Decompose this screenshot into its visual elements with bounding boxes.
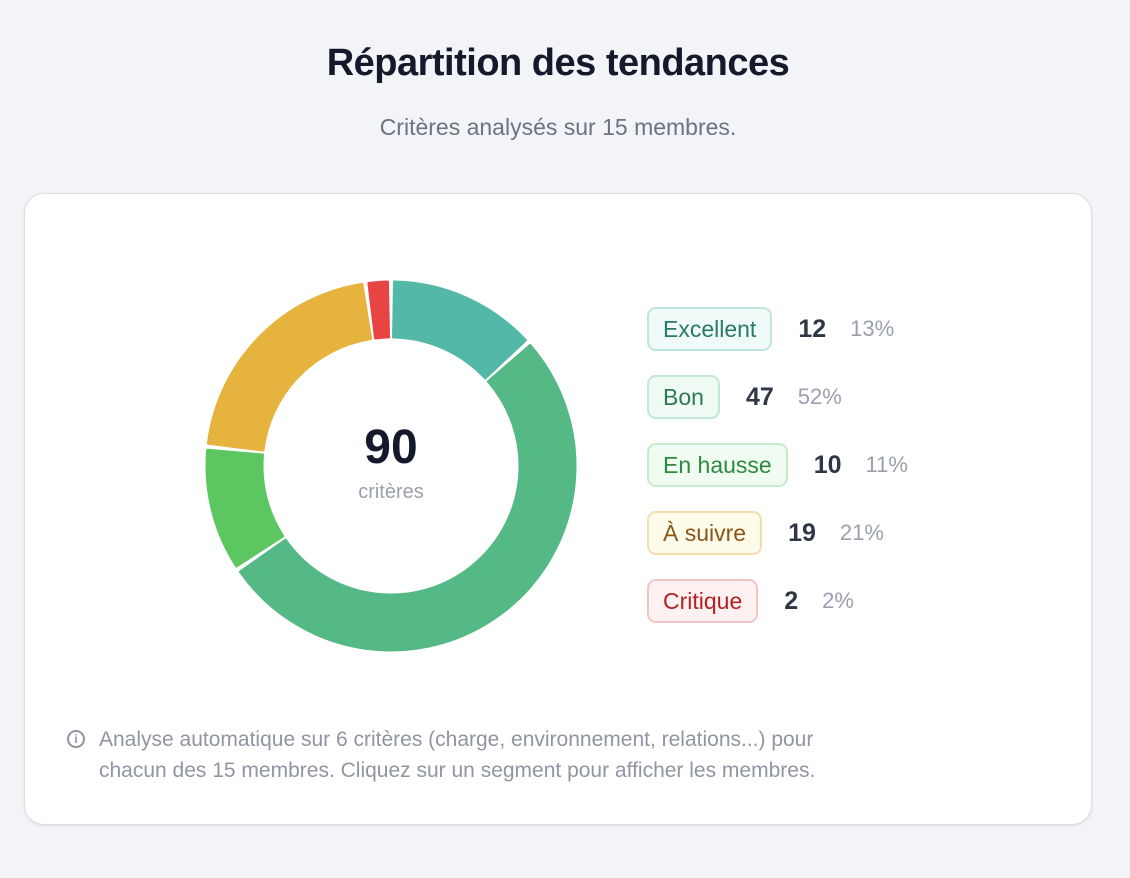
info-note: i Analyse automatique sur 6 critères (ch… xyxy=(67,724,815,786)
legend-percent: 13% xyxy=(850,316,895,341)
legend-count: 47 xyxy=(745,382,774,411)
legend-count: 10 xyxy=(813,450,842,479)
donut-segment-excellent[interactable] xyxy=(391,280,527,380)
donut-segment--suivre[interactable] xyxy=(206,282,373,452)
donut-segment-critique[interactable] xyxy=(367,280,391,340)
legend-count: 2 xyxy=(784,586,799,615)
info-icon: i xyxy=(67,730,85,748)
legend-item: Excellent 12 13% xyxy=(647,305,908,353)
donut-segment-en-hausse[interactable] xyxy=(205,448,285,568)
note-text-2: chacun des 15 membres. Cliquez sur un se… xyxy=(99,759,816,782)
donut-segment-bon[interactable] xyxy=(238,344,577,652)
legend-badge[interactable]: Excellent xyxy=(647,307,773,351)
legend-item: À suivre 19 21% xyxy=(647,509,908,557)
total-count: 90 xyxy=(364,421,418,474)
legend-badge[interactable]: Critique xyxy=(647,579,759,623)
donut-chart xyxy=(205,280,577,652)
page-subtitle: Critères analysés sur 15 membres. xyxy=(379,114,737,140)
legend-count: 19 xyxy=(788,518,816,547)
legend-percent: 21% xyxy=(839,520,884,545)
legend-item: Bon 47 52% xyxy=(647,373,908,421)
legend-percent: 52% xyxy=(797,384,842,409)
note-text: Analyse automatique sur 6 critères (char… xyxy=(99,728,814,751)
legend-badge[interactable]: En hausse xyxy=(647,443,788,487)
legend-percent: 2% xyxy=(822,588,854,613)
chart-card: 90 critères Excellent 12 13% Bon 47 52% En hau… xyxy=(24,193,1092,825)
legend-percent: 11% xyxy=(865,452,908,477)
legend-badge[interactable]: Bon xyxy=(647,375,720,419)
legend-item: En hausse 10 11% xyxy=(647,441,908,489)
legend-badge[interactable]: À suivre xyxy=(647,511,763,555)
legend: Excellent 12 13% Bon 47 52% En hausse 10 11% À su… xyxy=(647,305,908,645)
legend-item: Critique 2 2% xyxy=(647,577,908,625)
page-title: Répartition des tendances xyxy=(326,42,790,84)
total-label: critères xyxy=(358,481,424,503)
legend-count: 12 xyxy=(798,314,827,343)
